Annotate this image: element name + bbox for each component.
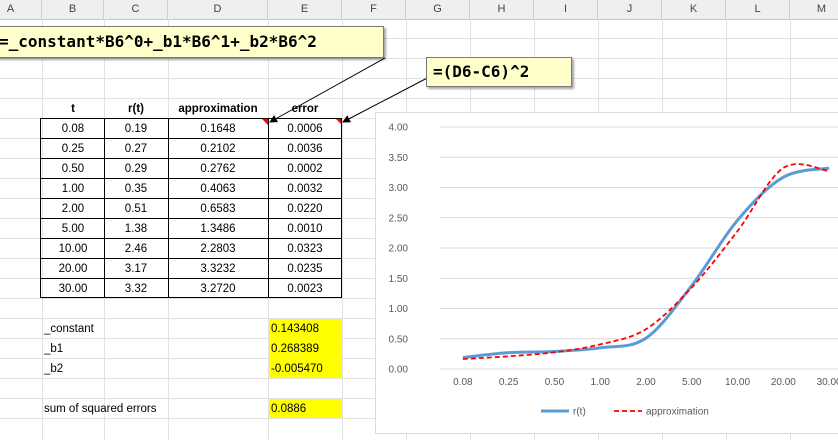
cell-approximation[interactable]: 1.3486 (200, 223, 236, 235)
series-line-rt (462, 166, 830, 359)
chart-svg: 0.00 0.50 1.00 1.50 2.00 2.50 3.00 3.50 4.00 0.08… (389, 123, 838, 418)
cell-t[interactable]: 10.00 (58, 243, 88, 255)
cell-error[interactable]: 0.0323 (287, 243, 323, 255)
cell-rt[interactable]: 0.35 (124, 183, 148, 195)
param-b2-label[interactable]: _b2 (44, 363, 64, 375)
cell-t[interactable]: 1.00 (61, 183, 85, 195)
cell-t[interactable]: 5.00 (61, 223, 85, 235)
cell-rt[interactable]: 2.46 (124, 243, 148, 255)
x-tick-label: 0.50 (545, 377, 565, 388)
column-header-d[interactable]: D (168, 0, 268, 19)
cell-t[interactable]: 0.50 (61, 163, 85, 175)
header-approximation[interactable]: approximation (178, 103, 258, 115)
formula-callout-error[interactable]: =(D6-C6)^2 (426, 57, 572, 87)
y-tick-label: 1.50 (389, 274, 409, 285)
legend-label-rt: r(t) (573, 407, 586, 418)
cell-rt[interactable]: 0.27 (124, 143, 148, 155)
y-tick-label: 1.00 (389, 304, 409, 315)
cell-error[interactable]: 0.0235 (287, 263, 323, 275)
series-line-approximation (462, 163, 830, 360)
column-header-k[interactable]: K (662, 0, 726, 19)
cell-approximation[interactable]: 0.6583 (200, 203, 236, 215)
column-header-c[interactable]: C (104, 0, 168, 19)
x-tick-label: 0.25 (499, 377, 519, 388)
column-header-a[interactable]: A (0, 0, 42, 19)
cell-approximation[interactable]: 3.2720 (200, 283, 236, 295)
cell-approximation[interactable]: 0.4063 (200, 183, 236, 195)
param-constant-label[interactable]: _constant (44, 323, 94, 335)
param-b2-value[interactable]: -0.005470 (271, 363, 323, 375)
param-constant-value[interactable]: 0.143408 (271, 323, 319, 335)
x-tick-label: 1.00 (590, 377, 610, 388)
column-header-i[interactable]: I (534, 0, 598, 19)
param-highlight (269, 319, 342, 378)
column-header-b[interactable]: B (42, 0, 104, 19)
y-tick-label: 2.00 (389, 244, 409, 255)
sse-label[interactable]: sum of squared errors (44, 403, 157, 415)
y-tick-label: 2.50 (389, 213, 409, 224)
cell-error[interactable]: 0.0220 (287, 203, 323, 215)
legend-label-approximation: approximation (646, 407, 709, 418)
y-tick-label: 4.00 (389, 123, 409, 134)
cell-rt[interactable]: 0.51 (124, 203, 148, 215)
column-header-h[interactable]: H (470, 0, 534, 19)
sse-highlight (269, 399, 342, 418)
column-header-m[interactable]: M (790, 0, 838, 19)
formula-callout-approximation[interactable]: =_constant*B6^0+_b1*B6^1+_b2*B6^2 (0, 26, 384, 58)
comment-marker-icon[interactable] (336, 119, 342, 125)
column-header-g[interactable]: G (406, 0, 470, 19)
y-tick-label: 3.50 (389, 153, 409, 164)
cell-approximation[interactable]: 0.1648 (200, 123, 236, 135)
column-header-l[interactable]: L (726, 0, 790, 19)
cell-error[interactable]: 0.0032 (287, 183, 323, 195)
param-b1-value[interactable]: 0.268389 (271, 343, 319, 355)
column-header-f[interactable]: F (342, 0, 406, 19)
x-tick-label: 30.00 (817, 377, 838, 388)
cell-rt[interactable]: 0.19 (124, 123, 148, 135)
y-tick-label: 0.00 (389, 365, 409, 376)
sse-value[interactable]: 0.0886 (271, 403, 307, 415)
header-t[interactable]: t (71, 103, 75, 115)
cell-approximation[interactable]: 2.2803 (200, 243, 236, 255)
header-rt[interactable]: r(t) (128, 103, 144, 115)
column-header-j[interactable]: J (598, 0, 662, 19)
cell-approximation[interactable]: 0.2762 (200, 163, 236, 175)
formula-text-error: =(D6-C6)^2 (433, 62, 530, 81)
cell-t[interactable]: 30.00 (58, 283, 88, 295)
line-chart[interactable]: 0.00 0.50 1.00 1.50 2.00 2.50 3.00 3.50 4.00 0.08… (375, 112, 838, 434)
cell-rt[interactable]: 3.17 (124, 263, 148, 275)
cell-approximation[interactable]: 3.3232 (200, 263, 236, 275)
y-tick-label: 0.50 (389, 334, 409, 345)
x-tick-label: 0.08 (453, 377, 473, 388)
y-tick-label: 3.00 (389, 183, 409, 194)
x-tick-label: 10.00 (725, 377, 750, 388)
comment-marker-icon[interactable] (262, 119, 268, 125)
cell-rt[interactable]: 0.29 (124, 163, 148, 175)
cell-error[interactable]: 0.0036 (287, 143, 323, 155)
cell-t[interactable]: 0.25 (61, 143, 85, 155)
column-header-e[interactable]: E (268, 0, 342, 19)
cell-approximation[interactable]: 0.2102 (200, 143, 236, 155)
x-tick-label: 20.00 (771, 377, 796, 388)
cell-error[interactable]: 0.0006 (287, 123, 323, 135)
cell-t[interactable]: 0.08 (61, 123, 85, 135)
data-table (40, 118, 342, 298)
x-tick-label: 5.00 (682, 377, 702, 388)
cell-rt[interactable]: 3.32 (124, 283, 148, 295)
x-tick-label: 2.00 (636, 377, 656, 388)
cell-error[interactable]: 0.0010 (287, 223, 323, 235)
cell-t[interactable]: 2.00 (61, 203, 85, 215)
formula-text-approximation: =_constant*B6^0+_b1*B6^1+_b2*B6^2 (0, 32, 317, 51)
column-header-bar: A B C D E F G H I J K L M (0, 0, 838, 20)
cell-error[interactable]: 0.0023 (287, 283, 323, 295)
cell-error[interactable]: 0.0002 (287, 163, 323, 175)
cell-rt[interactable]: 1.38 (124, 223, 148, 235)
param-b1-label[interactable]: _b1 (44, 343, 64, 355)
cell-t[interactable]: 20.00 (58, 263, 88, 275)
